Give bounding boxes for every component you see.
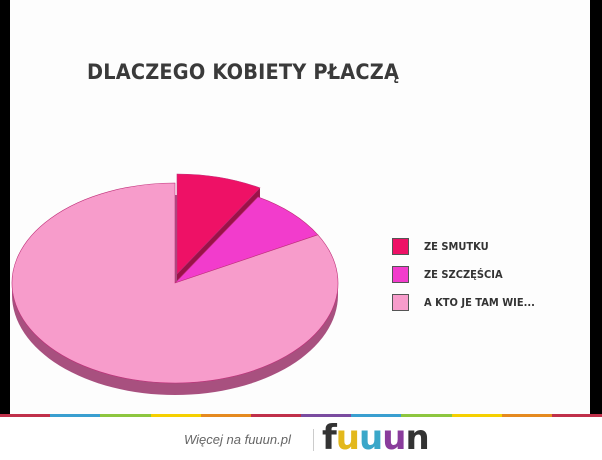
pie-slice-1 bbox=[174, 196, 319, 284]
separator bbox=[313, 429, 314, 451]
logo-letter: u bbox=[382, 418, 406, 458]
stripe-segment bbox=[401, 414, 452, 417]
footer: Więcej na fuuun.pl fuuun bbox=[0, 418, 602, 460]
stripe-segment bbox=[250, 414, 302, 417]
legend-swatch bbox=[392, 237, 409, 255]
chart-canvas: DLACZEGO KOBIETY PŁACZĄ ZE SMUTKU ZE SZCZ… bbox=[10, 0, 590, 414]
more-link[interactable]: Więcej na fuuun.pl bbox=[184, 432, 291, 447]
pie-slice-2 bbox=[11, 182, 339, 384]
chart-title: DLACZEGO KOBIETY PŁACZĄ bbox=[87, 60, 400, 84]
fuuun-logo[interactable]: fuuun bbox=[322, 418, 430, 458]
legend-item: ZE SMUTKU bbox=[392, 232, 547, 260]
legend-item: A KTO JE TAM WIE... bbox=[392, 288, 547, 316]
color-stripe bbox=[0, 414, 602, 417]
image-frame: DLACZEGO KOBIETY PŁACZĄ ZE SMUTKU ZE SZCZ… bbox=[0, 0, 602, 414]
stripe-segment bbox=[351, 414, 402, 417]
legend-swatch bbox=[392, 293, 409, 311]
stripe-segment bbox=[0, 414, 51, 417]
legend-label: A KTO JE TAM WIE... bbox=[424, 295, 535, 309]
legend-label: ZE SMUTKU bbox=[424, 239, 489, 253]
stripe-segment bbox=[301, 414, 352, 417]
legend-label: ZE SZCZĘŚCIA bbox=[424, 267, 503, 281]
legend-swatch bbox=[392, 265, 409, 283]
stripe-segment bbox=[200, 414, 251, 417]
stripe-segment bbox=[501, 414, 552, 417]
logo-letter: u bbox=[335, 418, 360, 458]
stripe-segment bbox=[451, 414, 502, 417]
logo-letter: f bbox=[322, 418, 337, 458]
stripe-segment bbox=[100, 414, 151, 417]
stripe-segment bbox=[150, 414, 201, 417]
logo-letter: n bbox=[405, 418, 429, 458]
legend: ZE SMUTKU ZE SZCZĘŚCIA A KTO JE TAM WIE... bbox=[392, 232, 547, 316]
legend-item: ZE SZCZĘŚCIA bbox=[392, 260, 547, 288]
stripe-segment bbox=[50, 414, 101, 417]
logo-letter: u bbox=[359, 418, 383, 458]
pie-chart bbox=[11, 173, 339, 395]
stripe-segment bbox=[551, 414, 602, 417]
pie-slice-0 bbox=[176, 173, 261, 275]
